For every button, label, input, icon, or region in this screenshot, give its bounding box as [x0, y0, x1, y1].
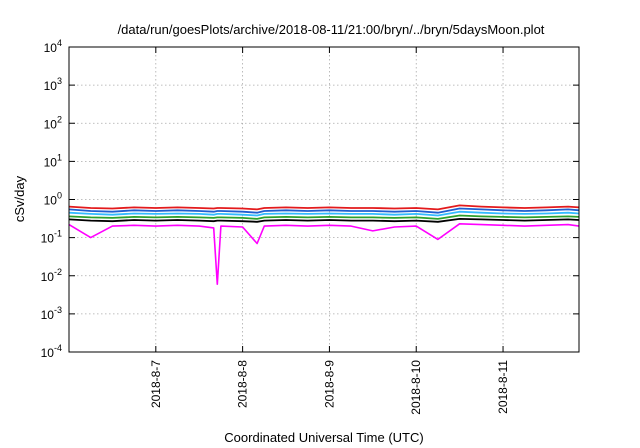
series-line-2 — [68, 207, 580, 214]
series-line-3 — [68, 210, 580, 217]
chart-title: /data/run/goesPlots/archive/2018-08-11/2… — [118, 22, 545, 37]
y-tick-label: 10-4 — [41, 343, 62, 360]
plot-frame — [68, 46, 580, 353]
x-tick-label: 2018-8-9 — [322, 360, 336, 408]
y-tick-label: 10-3 — [41, 305, 62, 322]
series-line-5 — [68, 217, 580, 223]
x-tick-label: 2018-8-7 — [149, 360, 163, 408]
series-line-4 — [68, 214, 580, 220]
y-tick-label: 10-1 — [41, 229, 62, 246]
x-tick-label: 2018-8-11 — [496, 360, 510, 414]
x-tick-label: 2018-8-10 — [409, 360, 423, 415]
series-line-1 — [68, 204, 580, 211]
y-tick-label: 100 — [44, 191, 62, 208]
grid — [69, 47, 579, 352]
y-tick-label: 101 — [44, 152, 62, 169]
x-axis-label: Coordinated Universal Time (UTC) — [224, 430, 423, 445]
series-lines — [68, 204, 580, 286]
y-tick-label: 102 — [44, 114, 62, 131]
y-axis-label: cSv/day — [12, 175, 27, 222]
y-tick-label: 104 — [44, 38, 62, 55]
y-tick-label: 10-2 — [41, 267, 62, 284]
x-tick-label: 2018-8-8 — [236, 360, 250, 408]
series-line-6 — [68, 223, 580, 286]
y-tick-label: 103 — [44, 76, 62, 93]
axis-ticks: 10-4 10-3 10-2 10-1 100 101 102 103 104 2018-8-7 2… — [41, 38, 579, 415]
